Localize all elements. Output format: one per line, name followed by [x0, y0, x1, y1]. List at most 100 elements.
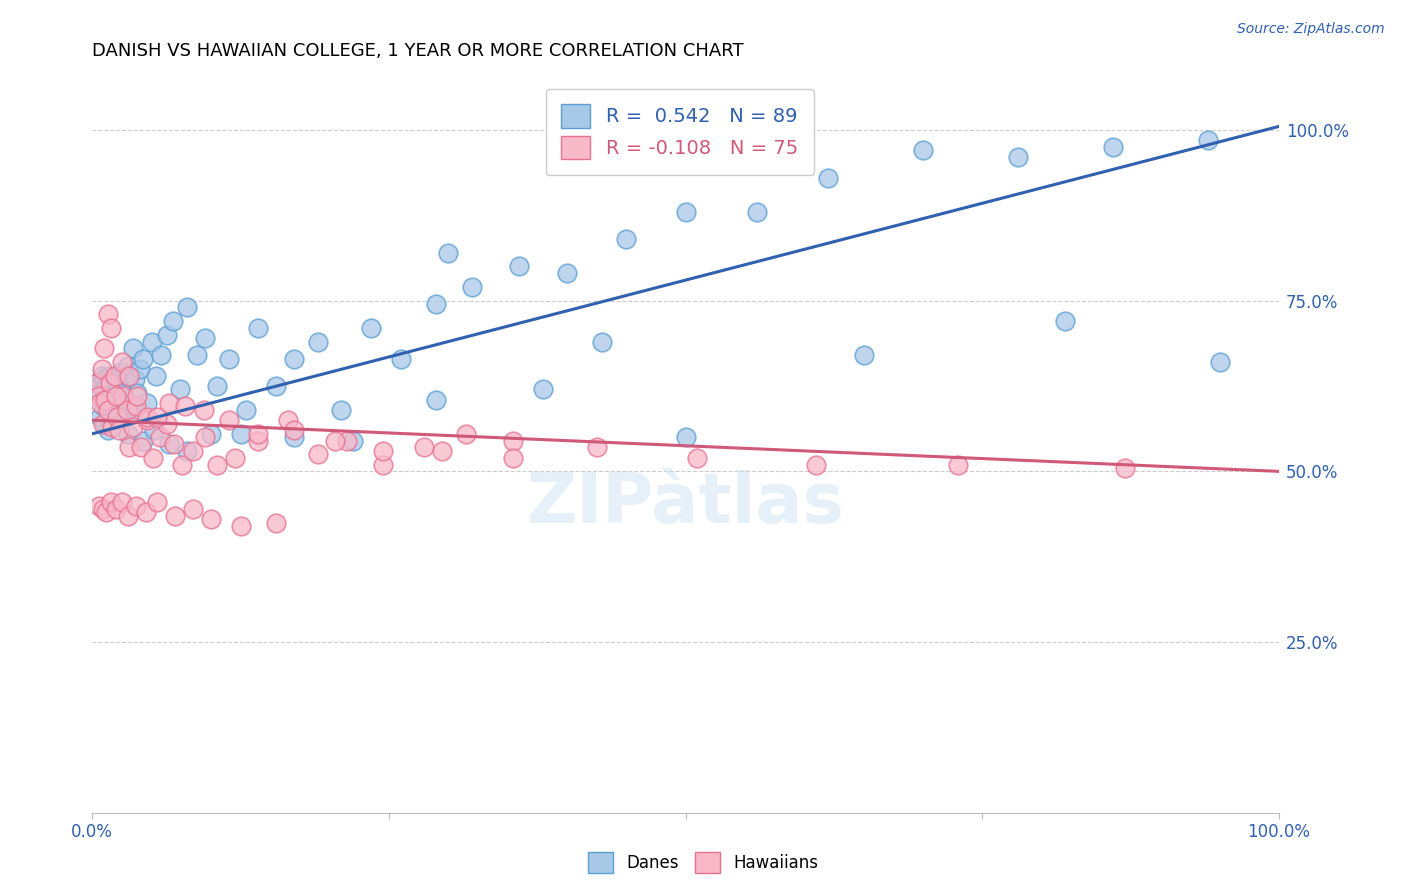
- Point: [118, 441, 141, 455]
- Point: [105, 413, 128, 427]
- Point: [169, 383, 191, 397]
- Point: [98, 392, 121, 407]
- Point: [502, 434, 524, 448]
- Point: [91, 400, 114, 414]
- Point: [172, 458, 194, 472]
- Point: [111, 495, 134, 509]
- Point: [125, 499, 148, 513]
- Point: [675, 204, 697, 219]
- Point: [142, 450, 165, 465]
- Point: [104, 368, 127, 383]
- Point: [675, 430, 697, 444]
- Point: [454, 426, 477, 441]
- Point: [100, 372, 122, 386]
- Point: [97, 307, 120, 321]
- Point: [100, 495, 122, 509]
- Point: [91, 502, 114, 516]
- Point: [425, 297, 447, 311]
- Point: [104, 389, 127, 403]
- Point: [194, 430, 217, 444]
- Point: [283, 351, 305, 366]
- Point: [413, 441, 436, 455]
- Point: [90, 368, 112, 383]
- Point: [307, 447, 329, 461]
- Point: [135, 505, 157, 519]
- Point: [97, 424, 120, 438]
- Point: [110, 365, 132, 379]
- Point: [804, 458, 827, 472]
- Point: [425, 392, 447, 407]
- Point: [1054, 314, 1077, 328]
- Point: [121, 420, 143, 434]
- Point: [94, 389, 117, 403]
- Point: [531, 383, 554, 397]
- Point: [96, 379, 118, 393]
- Point: [508, 260, 530, 274]
- Point: [186, 348, 208, 362]
- Point: [437, 245, 460, 260]
- Point: [145, 368, 167, 383]
- Point: [283, 430, 305, 444]
- Point: [218, 413, 240, 427]
- Point: [98, 376, 121, 390]
- Point: [111, 355, 134, 369]
- Point: [89, 379, 111, 393]
- Point: [1197, 133, 1219, 147]
- Point: [283, 424, 305, 438]
- Point: [229, 519, 252, 533]
- Point: [121, 342, 143, 356]
- Point: [112, 396, 135, 410]
- Point: [591, 334, 613, 349]
- Point: [235, 403, 257, 417]
- Point: [342, 434, 364, 448]
- Point: [107, 383, 129, 397]
- Point: [852, 348, 875, 362]
- Point: [336, 434, 359, 448]
- Point: [120, 400, 142, 414]
- Point: [135, 396, 157, 410]
- Point: [117, 359, 139, 373]
- Point: [205, 379, 228, 393]
- Point: [911, 144, 934, 158]
- Point: [817, 170, 839, 185]
- Point: [745, 204, 768, 219]
- Point: [389, 351, 412, 366]
- Point: [360, 321, 382, 335]
- Point: [124, 403, 146, 417]
- Point: [117, 426, 139, 441]
- Point: [114, 379, 136, 393]
- Point: [218, 351, 240, 366]
- Point: [141, 334, 163, 349]
- Point: [146, 495, 169, 509]
- Point: [146, 409, 169, 424]
- Point: [157, 437, 180, 451]
- Point: [127, 389, 149, 403]
- Point: [502, 450, 524, 465]
- Point: [103, 403, 125, 417]
- Point: [115, 403, 138, 417]
- Point: [115, 368, 138, 383]
- Point: [1007, 150, 1029, 164]
- Legend: R =  0.542   N = 89, R = -0.108   N = 75: R = 0.542 N = 89, R = -0.108 N = 75: [546, 88, 814, 175]
- Point: [89, 396, 111, 410]
- Point: [89, 499, 111, 513]
- Point: [101, 420, 124, 434]
- Point: [97, 403, 120, 417]
- Point: [181, 502, 204, 516]
- Point: [127, 385, 149, 400]
- Point: [135, 409, 157, 424]
- Point: [86, 383, 108, 397]
- Point: [89, 385, 111, 400]
- Point: [101, 389, 124, 403]
- Point: [105, 392, 128, 407]
- Point: [247, 426, 270, 441]
- Legend: Danes, Hawaiians: Danes, Hawaiians: [581, 846, 825, 880]
- Text: ZIPàtlas: ZIPàtlas: [527, 469, 845, 537]
- Point: [108, 372, 131, 386]
- Point: [264, 379, 287, 393]
- Point: [614, 232, 637, 246]
- Point: [97, 368, 120, 383]
- Point: [555, 266, 578, 280]
- Point: [94, 392, 117, 407]
- Point: [149, 430, 172, 444]
